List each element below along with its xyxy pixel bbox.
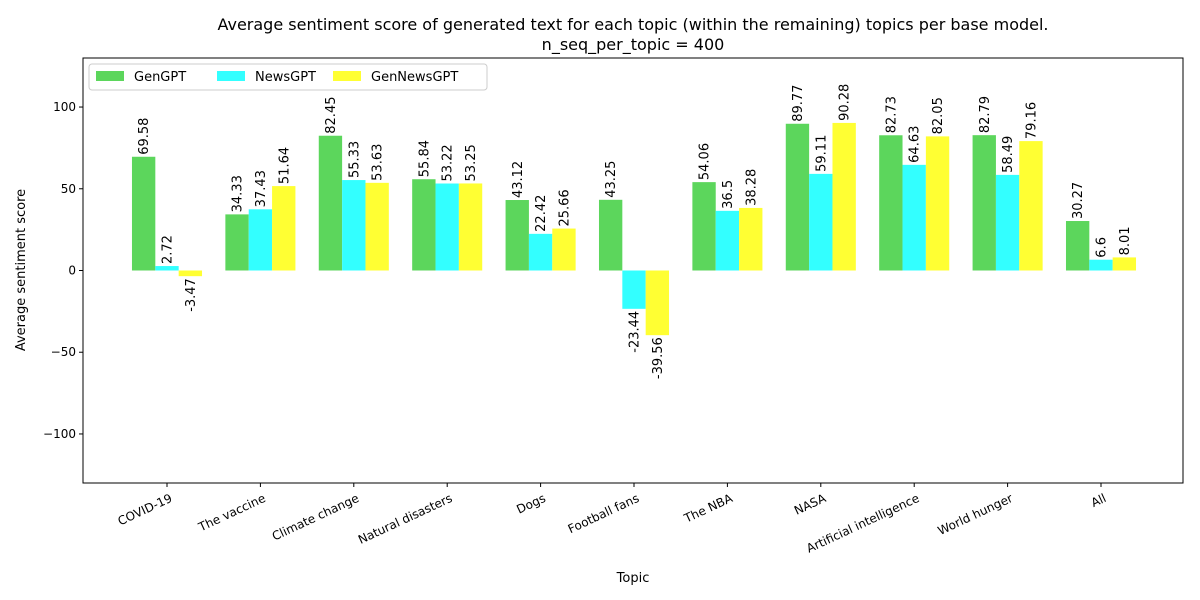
data-label-gennewsgpt-2: 53.63 [371,144,386,181]
bar-gennewsgpt-5 [645,270,670,336]
bar-newsgpt-9 [995,174,1020,271]
x-tick-label: World hunger [936,491,1015,538]
data-label-gengpt-1: 34.33 [231,175,246,212]
data-label-gennewsgpt-6: 38.28 [744,169,759,206]
x-tick-label: Natural disasters [356,491,455,547]
data-label-gennewsgpt-9: 79.16 [1024,102,1039,139]
bar-newsgpt-1 [248,209,273,271]
chart-title-line2: n_seq_per_topic = 400 [542,35,725,55]
data-label-gengpt-7: 89.77 [791,85,806,122]
x-tick-label: Climate change [270,491,361,543]
data-label-newsgpt-9: 58.49 [1001,136,1016,173]
y-tick-label: 100 [53,100,76,114]
data-label-newsgpt-1: 37.43 [254,170,269,207]
data-label-gennewsgpt-8: 82.05 [931,97,946,134]
bar-gennewsgpt-9 [1019,141,1043,271]
bar-gennewsgpt-7 [832,122,856,271]
bar-gengpt-6 [692,182,716,271]
bar-newsgpt-7 [809,173,833,271]
x-tick-label: The NBA [681,491,735,526]
legend-swatch-newsgpt [217,71,245,81]
y-tick-label: 0 [68,264,76,278]
data-label-newsgpt-5: -23.44 [628,311,643,353]
data-label-gengpt-4: 43.12 [511,161,526,198]
x-axis-label: Topic [616,571,650,586]
data-label-newsgpt-4: 22.42 [534,195,549,232]
legend: GenGPT NewsGPT GenNewsGPT [88,63,488,91]
bar-newsgpt-6 [715,210,740,271]
data-label-newsgpt-8: 64.63 [908,126,923,163]
bar-newsgpt-3 [435,183,459,271]
bar-newsgpt-0 [155,266,179,271]
chart-title-line1: Average sentiment score of generated tex… [217,15,1048,34]
legend-label-gengpt: GenGPT [134,70,186,85]
bar-gennewsgpt-6 [739,207,763,271]
bar-newsgpt-2 [342,180,366,271]
data-label-gennewsgpt-5: -39.56 [651,337,666,379]
data-label-newsgpt-7: 59.11 [814,135,829,172]
x-tick-label: Dogs [514,491,548,517]
bar-gengpt-10 [1065,221,1090,271]
bar-gennewsgpt-0 [178,270,203,277]
data-labels-layer: 69.58 34.33 82.45 55.84 43.12 43.25 54.06 89.77… [137,84,1133,379]
bar-gennewsgpt-1 [272,186,296,271]
bar-gengpt-0 [131,156,156,271]
data-label-gennewsgpt-10: 8.01 [1118,226,1133,255]
data-label-gennewsgpt-4: 25.66 [557,189,572,226]
legend-label-gennewsgpt: GenNewsGPT [371,70,458,85]
data-label-gennewsgpt-0: -3.47 [184,278,199,312]
data-label-gennewsgpt-3: 53.25 [464,144,479,181]
bar-gengpt-5 [598,199,623,271]
data-label-newsgpt-10: 6.6 [1095,237,1110,258]
bar-gennewsgpt-8 [925,136,950,271]
bar-newsgpt-8 [902,164,926,271]
data-label-gengpt-5: 43.25 [604,161,619,198]
bar-gennewsgpt-4 [552,228,576,271]
bars-layer [131,122,1137,336]
x-tick-label: COVID-19 [116,491,175,528]
y-tick-label: −100 [43,427,76,441]
bar-newsgpt-10 [1089,259,1113,271]
data-label-gengpt-9: 82.79 [978,96,993,133]
data-label-gengpt-0: 69.58 [137,118,152,155]
data-label-gennewsgpt-1: 51.64 [277,147,292,184]
bar-gengpt-2 [318,135,343,271]
legend-swatch-gennewsgpt [333,71,361,81]
data-label-gengpt-3: 55.84 [417,140,432,177]
legend-label-newsgpt: NewsGPT [255,70,316,85]
data-label-newsgpt-0: 2.72 [161,235,176,264]
bar-newsgpt-5 [622,270,646,309]
legend-swatch-gengpt [96,71,124,81]
bar-gennewsgpt-3 [458,183,483,271]
data-label-gengpt-8: 82.73 [884,96,899,133]
x-tick-label: The vaccine [195,491,267,535]
bar-gennewsgpt-10 [1112,257,1137,271]
y-axis-label: Average sentiment score [14,189,29,351]
data-label-newsgpt-2: 55.33 [347,141,362,178]
legend-frame [88,63,488,91]
bar-gengpt-3 [412,179,436,271]
y-axis: −100 −50 0 50 100 [43,100,83,441]
data-label-gengpt-6: 54.06 [698,143,713,180]
bar-gengpt-7 [785,123,810,271]
x-axis: COVID-19 The vaccine Climate changeNatural… [116,483,1108,556]
bar-gengpt-9 [972,135,996,271]
bar-newsgpt-4 [528,233,553,271]
data-label-gengpt-10: 30.27 [1071,182,1086,219]
x-tick-label: NASA [792,491,829,518]
bar-gengpt-1 [225,214,249,271]
bar-gengpt-4 [505,200,529,271]
bar-gengpt-8 [879,135,903,271]
data-label-newsgpt-6: 36.5 [721,180,736,209]
data-label-gengpt-2: 82.45 [324,97,339,134]
x-tick-label: All [1089,491,1108,510]
data-label-gennewsgpt-7: 90.28 [838,84,853,121]
data-label-newsgpt-3: 53.22 [441,144,456,181]
bar-gennewsgpt-2 [365,182,389,271]
y-tick-label: 50 [61,182,76,196]
y-tick-label: −50 [51,345,76,359]
x-tick-label: Football fans [566,491,641,536]
